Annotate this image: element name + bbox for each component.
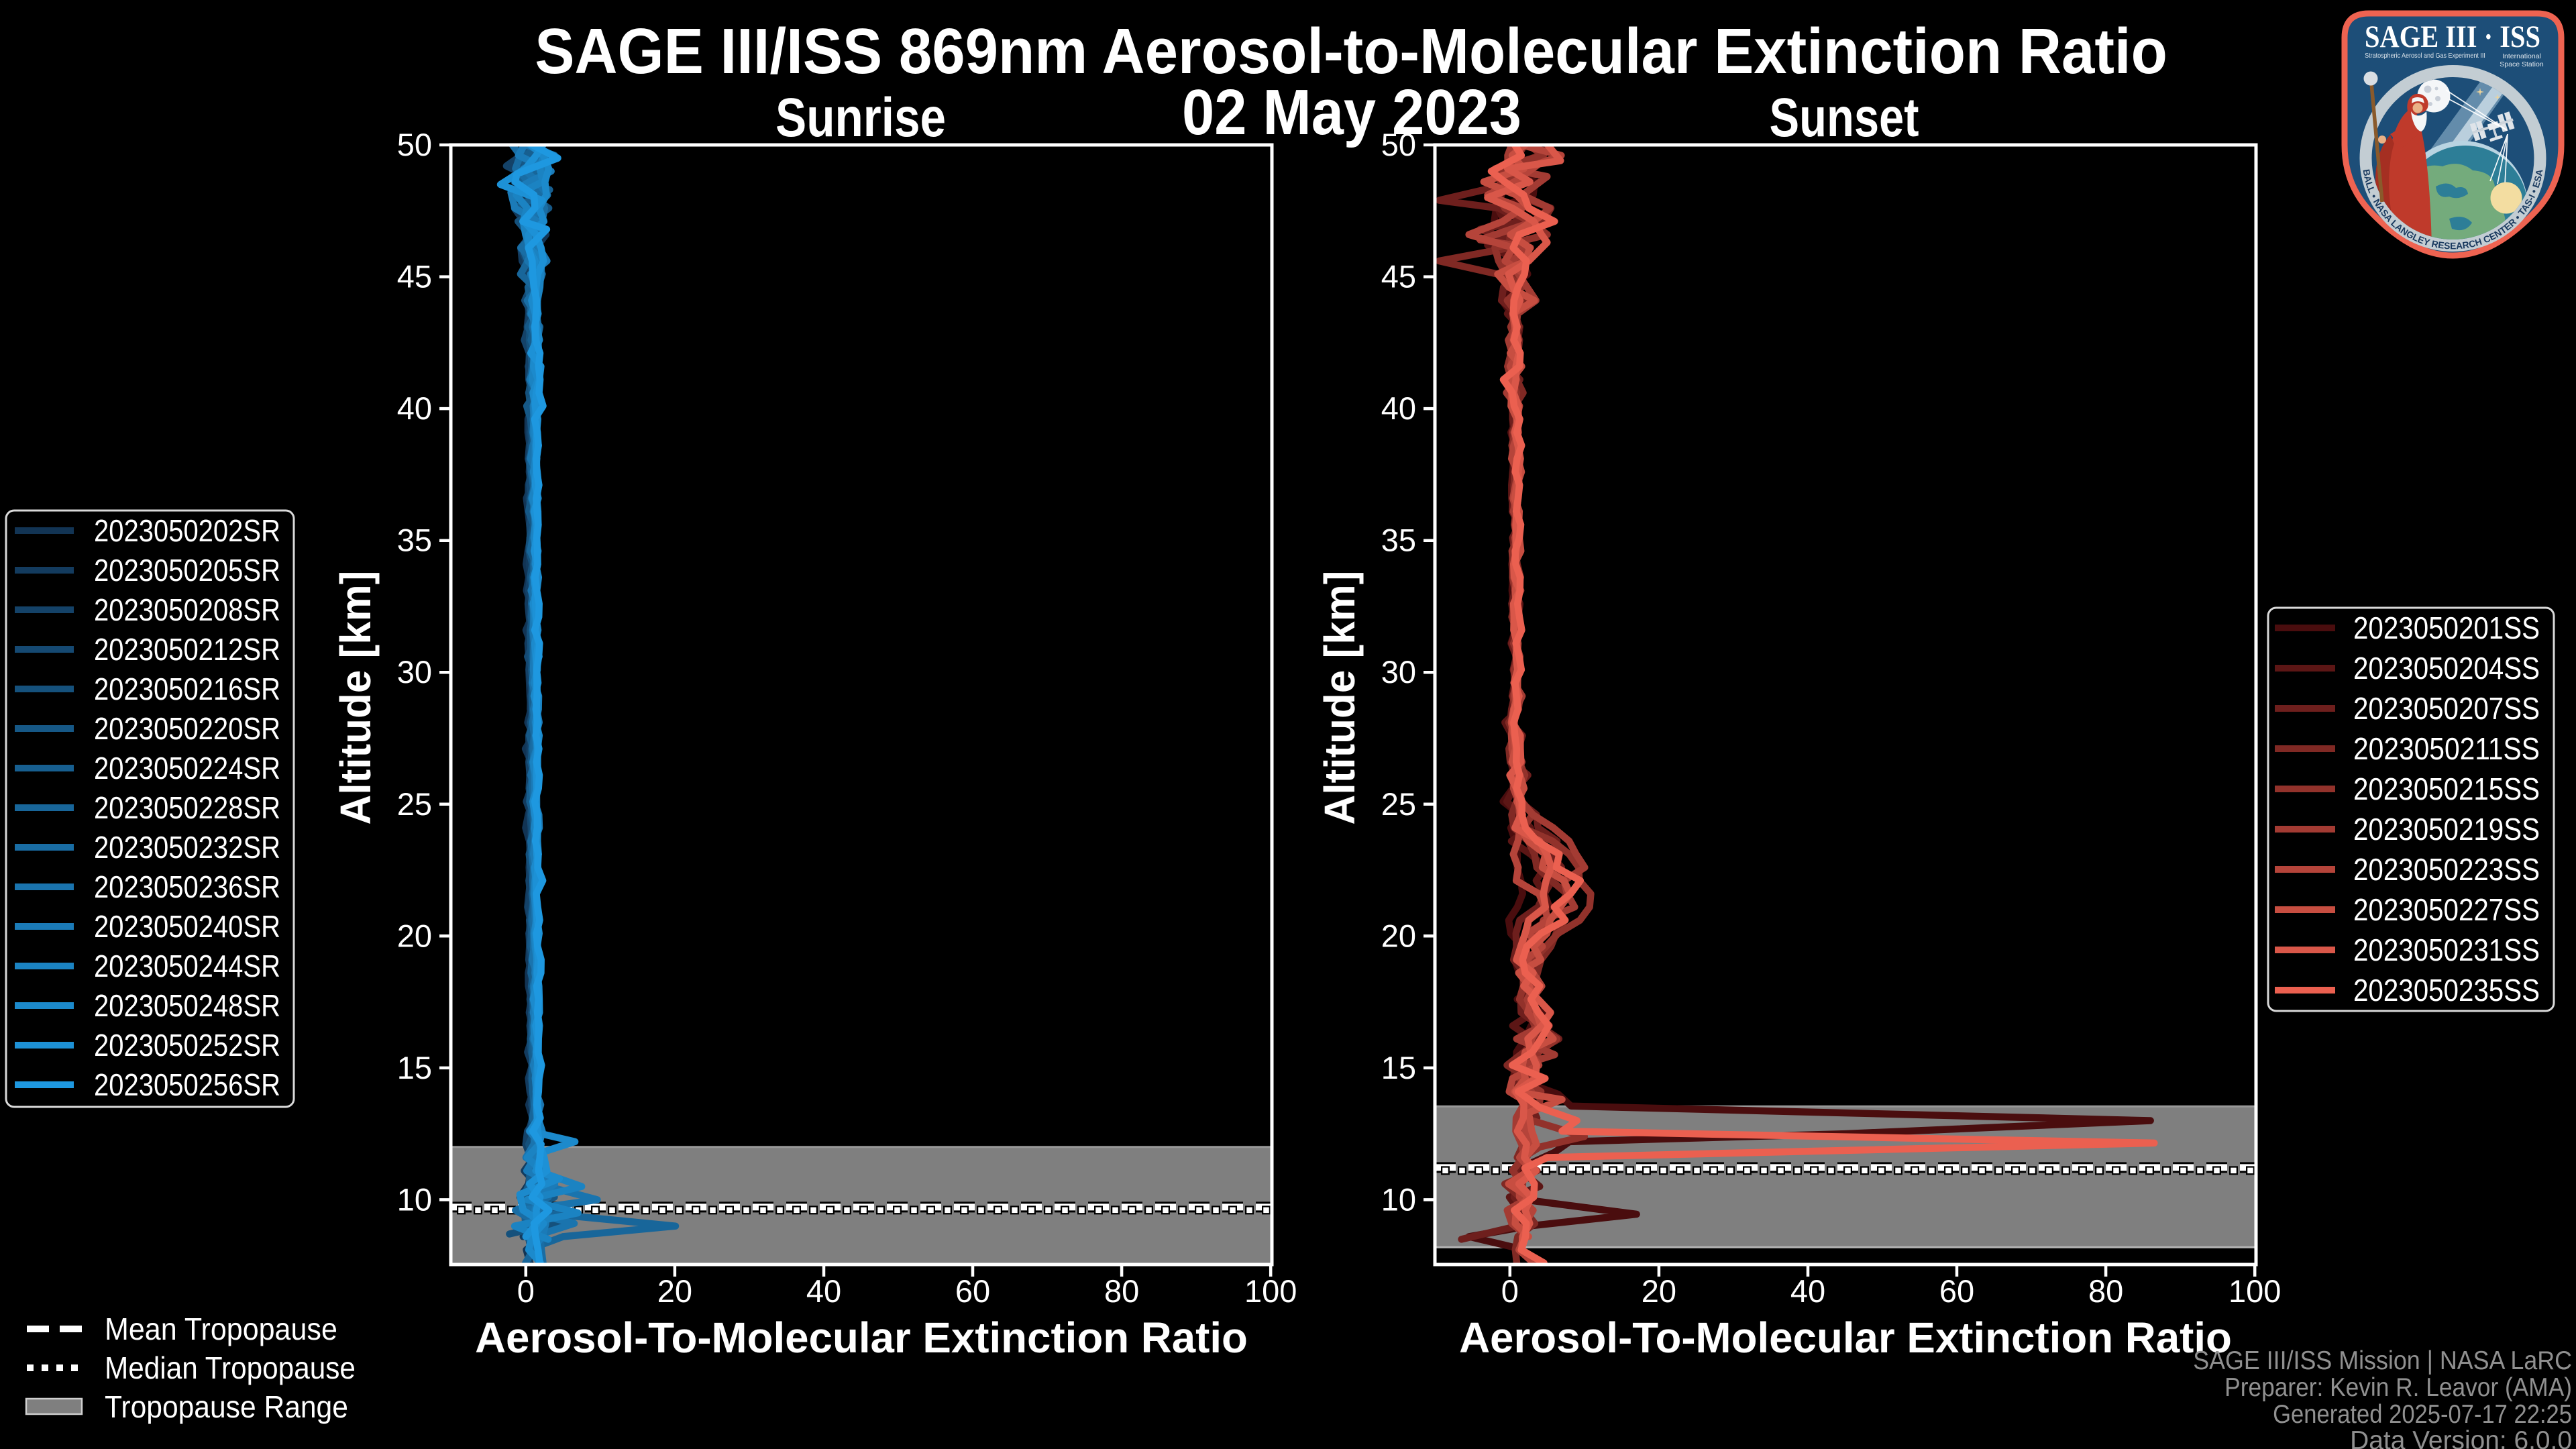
svg-text:Altitude [km]: Altitude [km] <box>1316 571 1364 825</box>
svg-text:0: 0 <box>1501 1273 1519 1309</box>
svg-text:2023050244SR: 2023050244SR <box>94 949 280 983</box>
svg-text:2023050252SR: 2023050252SR <box>94 1028 280 1063</box>
svg-text:Preparer: Kevin R. Leavor (AMA: Preparer: Kevin R. Leavor (AMA) <box>2224 1372 2572 1401</box>
svg-text:20: 20 <box>657 1273 692 1309</box>
svg-text:2023050227SS: 2023050227SS <box>2353 894 2540 928</box>
svg-text:30: 30 <box>1381 654 1416 690</box>
svg-text:80: 80 <box>1104 1273 1139 1309</box>
svg-text:2023050204SS: 2023050204SS <box>2353 652 2540 686</box>
svg-text:45: 45 <box>397 259 432 294</box>
svg-text:10: 10 <box>397 1181 432 1217</box>
svg-text:2023050208SR: 2023050208SR <box>94 593 280 627</box>
svg-text:45: 45 <box>1381 259 1416 294</box>
svg-text:Altitude [km]: Altitude [km] <box>332 571 380 825</box>
svg-text:2023050256SR: 2023050256SR <box>94 1068 280 1102</box>
svg-text:35: 35 <box>1381 523 1416 558</box>
svg-text:20: 20 <box>1381 918 1416 953</box>
svg-text:2023050228SR: 2023050228SR <box>94 791 280 825</box>
svg-text:Generated 2025-07-17 22:25: Generated 2025-07-17 22:25 <box>2273 1399 2572 1428</box>
svg-text:40: 40 <box>806 1273 841 1309</box>
svg-text:Data Version: 6.0.0: Data Version: 6.0.0 <box>2350 1426 2572 1449</box>
svg-text:Tropopause Range: Tropopause Range <box>105 1391 348 1425</box>
svg-text:25: 25 <box>1381 786 1416 822</box>
svg-text:2023050211SS: 2023050211SS <box>2353 733 2540 767</box>
svg-text:Median Tropopause: Median Tropopause <box>105 1351 356 1385</box>
svg-text:Mean Tropopause: Mean Tropopause <box>105 1313 337 1347</box>
svg-text:30: 30 <box>397 654 432 690</box>
svg-text:Sunrise: Sunrise <box>775 87 946 149</box>
svg-text:SAGE III/ISS 869nm Aerosol-to-: SAGE III/ISS 869nm Aerosol-to-Molecular … <box>535 15 2167 87</box>
svg-text:15: 15 <box>1381 1050 1416 1085</box>
svg-text:2023050216SR: 2023050216SR <box>94 672 280 706</box>
svg-text:20: 20 <box>1642 1273 1676 1309</box>
svg-text:2023050240SR: 2023050240SR <box>94 910 280 944</box>
svg-text:SAGE III/ISS Mission | NASA La: SAGE III/ISS Mission | NASA LaRC <box>2193 1346 2572 1375</box>
svg-text:2023050236SR: 2023050236SR <box>94 870 280 904</box>
svg-text:60: 60 <box>955 1273 990 1309</box>
svg-text:40: 40 <box>1790 1273 1825 1309</box>
svg-text:02 May 2023: 02 May 2023 <box>1182 76 1521 148</box>
svg-text:50: 50 <box>1381 127 1416 162</box>
svg-text:25: 25 <box>397 786 432 822</box>
svg-text:2023050248SR: 2023050248SR <box>94 989 280 1023</box>
svg-text:60: 60 <box>1939 1273 1974 1309</box>
svg-text:50: 50 <box>397 127 432 162</box>
svg-text:2023050215SS: 2023050215SS <box>2353 773 2540 807</box>
svg-text:2023050231SS: 2023050231SS <box>2353 934 2540 968</box>
svg-text:100: 100 <box>2229 1273 2281 1309</box>
svg-text:2023050220SR: 2023050220SR <box>94 712 280 746</box>
svg-text:100: 100 <box>1244 1273 1297 1309</box>
svg-text:2023050202SR: 2023050202SR <box>94 514 280 548</box>
svg-text:2023050224SR: 2023050224SR <box>94 751 280 786</box>
svg-text:2023050219SS: 2023050219SS <box>2353 813 2540 847</box>
svg-text:80: 80 <box>2088 1273 2123 1309</box>
svg-text:Aerosol-To-Molecular Extinctio: Aerosol-To-Molecular Extinction Ratio <box>475 1313 1248 1362</box>
svg-text:40: 40 <box>1381 390 1416 426</box>
svg-text:2023050235SS: 2023050235SS <box>2353 974 2540 1008</box>
svg-text:2023050201SS: 2023050201SS <box>2353 612 2540 646</box>
svg-text:35: 35 <box>397 523 432 558</box>
svg-text:15: 15 <box>397 1050 432 1085</box>
svg-text:2023050223SS: 2023050223SS <box>2353 853 2540 888</box>
svg-text:International: International <box>2502 52 2541 60</box>
svg-text:Stratospheric Aerosol and Gas: Stratospheric Aerosol and Gas Experiment… <box>2365 52 2485 60</box>
svg-text:10: 10 <box>1381 1181 1416 1217</box>
svg-text:2023050207SS: 2023050207SS <box>2353 692 2540 727</box>
svg-text:0: 0 <box>517 1273 535 1309</box>
svg-text:SAGE III · ISS: SAGE III · ISS <box>2365 19 2540 54</box>
svg-text:2023050232SR: 2023050232SR <box>94 830 280 865</box>
svg-text:Sunset: Sunset <box>1770 86 1919 148</box>
svg-text:Aerosol-To-Molecular Extinctio: Aerosol-To-Molecular Extinction Ratio <box>1459 1313 2232 1362</box>
svg-text:40: 40 <box>397 390 432 426</box>
svg-text:2023050212SR: 2023050212SR <box>94 633 280 667</box>
svg-text:2023050205SR: 2023050205SR <box>94 553 280 588</box>
svg-text:20: 20 <box>397 918 432 953</box>
svg-text:Space Station: Space Station <box>2500 60 2544 68</box>
